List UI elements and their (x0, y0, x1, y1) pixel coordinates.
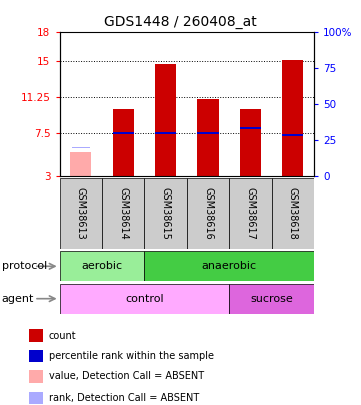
Bar (113, 132, 134, 134)
Bar (155, 64, 176, 176)
Text: anaerobic: anaerobic (202, 261, 257, 271)
Text: agent: agent (2, 294, 34, 304)
Text: aerobic: aerobic (82, 261, 122, 271)
Bar (187, 178, 229, 249)
Text: protocol: protocol (2, 261, 47, 271)
Text: GSM38618: GSM38618 (288, 187, 298, 240)
Bar (240, 128, 261, 129)
Bar (144, 251, 314, 281)
Bar (144, 178, 187, 249)
Bar (60, 284, 229, 314)
Text: GSM38613: GSM38613 (76, 187, 86, 240)
Bar (70, 152, 91, 176)
Text: sucrose: sucrose (250, 294, 293, 304)
Bar (229, 178, 271, 249)
Bar (197, 100, 219, 176)
Text: percentile rank within the sample: percentile rank within the sample (49, 351, 214, 361)
Bar (272, 178, 314, 249)
Text: GDS1448 / 260408_at: GDS1448 / 260408_at (104, 15, 257, 30)
Text: GSM38617: GSM38617 (245, 187, 256, 240)
Bar (155, 132, 176, 134)
Bar (29, 350, 43, 362)
Bar (29, 392, 43, 404)
Bar (229, 284, 314, 314)
Bar (102, 178, 144, 249)
Bar (240, 109, 261, 176)
Text: GSM38615: GSM38615 (161, 187, 171, 240)
Bar (72, 147, 90, 148)
Bar (113, 109, 134, 176)
Text: value, Detection Call = ABSENT: value, Detection Call = ABSENT (49, 371, 204, 382)
Bar (282, 134, 304, 136)
Bar (282, 60, 304, 176)
Bar (60, 178, 102, 249)
Text: count: count (49, 330, 77, 341)
Bar (29, 370, 43, 383)
Bar (60, 251, 144, 281)
Bar (197, 132, 219, 134)
Text: GSM38616: GSM38616 (203, 187, 213, 240)
Text: control: control (125, 294, 164, 304)
Text: rank, Detection Call = ABSENT: rank, Detection Call = ABSENT (49, 393, 199, 403)
Bar (29, 329, 43, 342)
Text: GSM38614: GSM38614 (118, 187, 128, 240)
